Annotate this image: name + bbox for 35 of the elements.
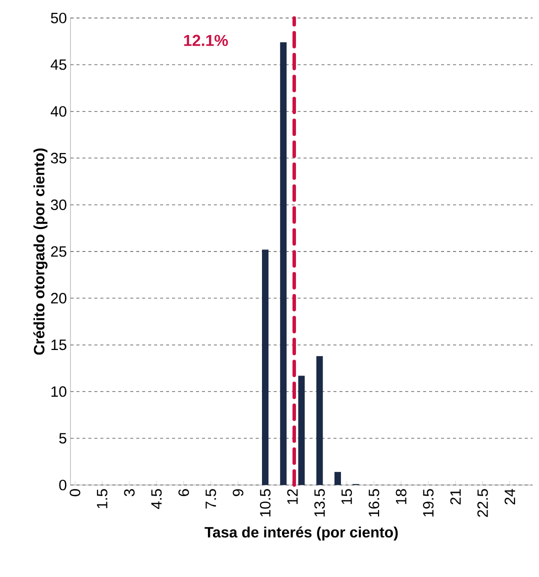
x-tick-label: 16.5 — [368, 489, 380, 516]
y-tick-label: 35 — [50, 152, 66, 164]
y-axis-title: Crédito otorgado (por ciento) — [33, 148, 48, 355]
x-tick-label: 22.5 — [477, 489, 488, 517]
y-tick-label: 40 — [50, 106, 66, 117]
x-tick-label: 3 — [124, 489, 135, 496]
x-tick-label: 10.5 — [260, 489, 271, 516]
x-tick-label: 4.5 — [151, 489, 162, 509]
bar — [262, 250, 268, 485]
bar — [298, 376, 305, 485]
y-tick-label: 45 — [50, 59, 66, 70]
y-tick-label: 10 — [51, 386, 66, 397]
y-tick-label: 25 — [51, 246, 66, 257]
x-axis-title: Tasa de interés (por ciento) — [204, 526, 398, 540]
x-tick-label: 0 — [70, 489, 80, 496]
x-tick-label: 12 — [287, 489, 298, 504]
x-tick-label: 1.5 — [96, 489, 108, 508]
x-tick-label: 24 — [504, 488, 516, 504]
bar — [316, 356, 323, 485]
x-tick-label: 7.5 — [206, 489, 216, 509]
x-tick-label: 19.5 — [423, 489, 434, 516]
x-tick-label: 15 — [342, 489, 352, 504]
y-tick-label: 50 — [50, 12, 66, 24]
y-tick-label: 20 — [51, 292, 66, 304]
x-tick-label: 6 — [178, 489, 189, 496]
y-tick-label: 15 — [51, 340, 66, 350]
bar — [334, 472, 341, 485]
x-tick-label: 13.5 — [314, 489, 325, 516]
x-tick-label: 21 — [450, 489, 461, 504]
y-tick-label: 5 — [59, 433, 66, 444]
ref-line-label: 12.1% — [184, 34, 228, 46]
x-tick-label: 18 — [396, 489, 406, 504]
bar — [280, 42, 287, 485]
x-tick-label: 9 — [232, 489, 244, 496]
y-tick-label: 30 — [50, 200, 66, 210]
